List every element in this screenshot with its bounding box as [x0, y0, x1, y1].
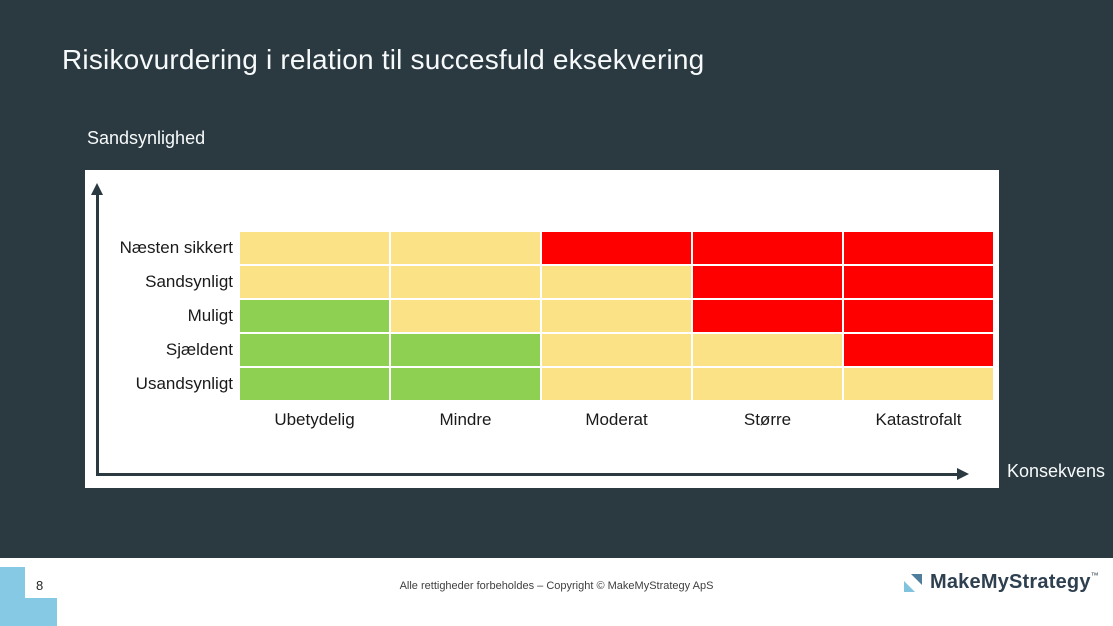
matrix-cell-r3c5-red: [844, 300, 993, 332]
matrix-cell-r3c1-green: [240, 300, 389, 332]
brand-logo: MakeMyStrategy™: [903, 571, 1099, 594]
matrix-cell-r1c3-red: [542, 232, 691, 264]
matrix-cell-r1c2-yellow: [391, 232, 540, 264]
matrix-cell-r3c4-red: [693, 300, 842, 332]
matrix-cell-r4c5-red: [844, 334, 993, 366]
matrix-cell-r3c2-yellow: [391, 300, 540, 332]
y-axis-arrowhead-icon: [91, 183, 103, 195]
risk-matrix-chart: Næsten sikkert Sandsynligt Muligt Sjældent U…: [85, 170, 999, 488]
column-label-5: Katastrofalt: [875, 410, 962, 429]
slide-corner-logo-lower: [0, 598, 57, 626]
row-label-4: Sjældent: [165, 340, 233, 359]
trademark-symbol: ™: [1090, 571, 1099, 580]
footer-copyright: Alle rettigheder forbeholdes – Copyright…: [399, 580, 714, 592]
matrix-cell-r1c4-red: [693, 232, 842, 264]
brand-logo-text: MakeMyStrategy™: [930, 571, 1099, 593]
column-label-4: Større: [743, 410, 792, 429]
matrix-cell-r5c1-green: [240, 368, 389, 400]
slide-title: Risikovurdering i relation til succesful…: [62, 44, 705, 75]
matrix-cell-r1c1-yellow: [240, 232, 389, 264]
matrix-grid: [240, 232, 993, 400]
column-label-1: Ubetydelig: [274, 410, 355, 429]
matrix-cell-r3c3-yellow: [542, 300, 691, 332]
matrix-cell-r4c4-yellow: [693, 334, 842, 366]
brand-logo-icon: [904, 573, 922, 592]
column-label-3: Moderat: [585, 410, 648, 429]
x-axis-arrowhead-icon: [957, 468, 969, 480]
row-label-3: Muligt: [187, 306, 233, 325]
matrix-cell-r2c2-yellow: [391, 266, 540, 298]
matrix-cell-r5c4-yellow: [693, 368, 842, 400]
row-label-1: Næsten sikkert: [119, 238, 233, 257]
row-label-5: Usandsynligt: [135, 374, 233, 393]
page-number: 8: [36, 578, 44, 593]
column-label-2: Mindre: [439, 410, 492, 429]
matrix-cell-r1c5-red: [844, 232, 993, 264]
y-axis-line: [96, 194, 99, 476]
matrix-cell-r4c3-yellow: [542, 334, 691, 366]
matrix-cell-r5c2-green: [391, 368, 540, 400]
row-label-2: Sandsynligt: [145, 272, 233, 291]
y-axis-label: Sandsynlighed: [87, 128, 206, 148]
matrix-cell-r5c3-yellow: [542, 368, 691, 400]
slide-corner-logo-upper: [0, 567, 25, 598]
matrix-cell-r2c1-yellow: [240, 266, 389, 298]
matrix-cell-r2c5-red: [844, 266, 993, 298]
x-axis-label: Konsekvens: [1007, 461, 1106, 481]
matrix-cell-r4c1-green: [240, 334, 389, 366]
matrix-cell-r2c3-yellow: [542, 266, 691, 298]
matrix-cell-r4c2-green: [391, 334, 540, 366]
footer-bar: 8 Alle rettigheder forbeholdes – Copyrig…: [0, 558, 1113, 626]
matrix-cell-r5c5-yellow: [844, 368, 993, 400]
x-axis-line: [96, 473, 957, 476]
matrix-cell-r2c4-red: [693, 266, 842, 298]
